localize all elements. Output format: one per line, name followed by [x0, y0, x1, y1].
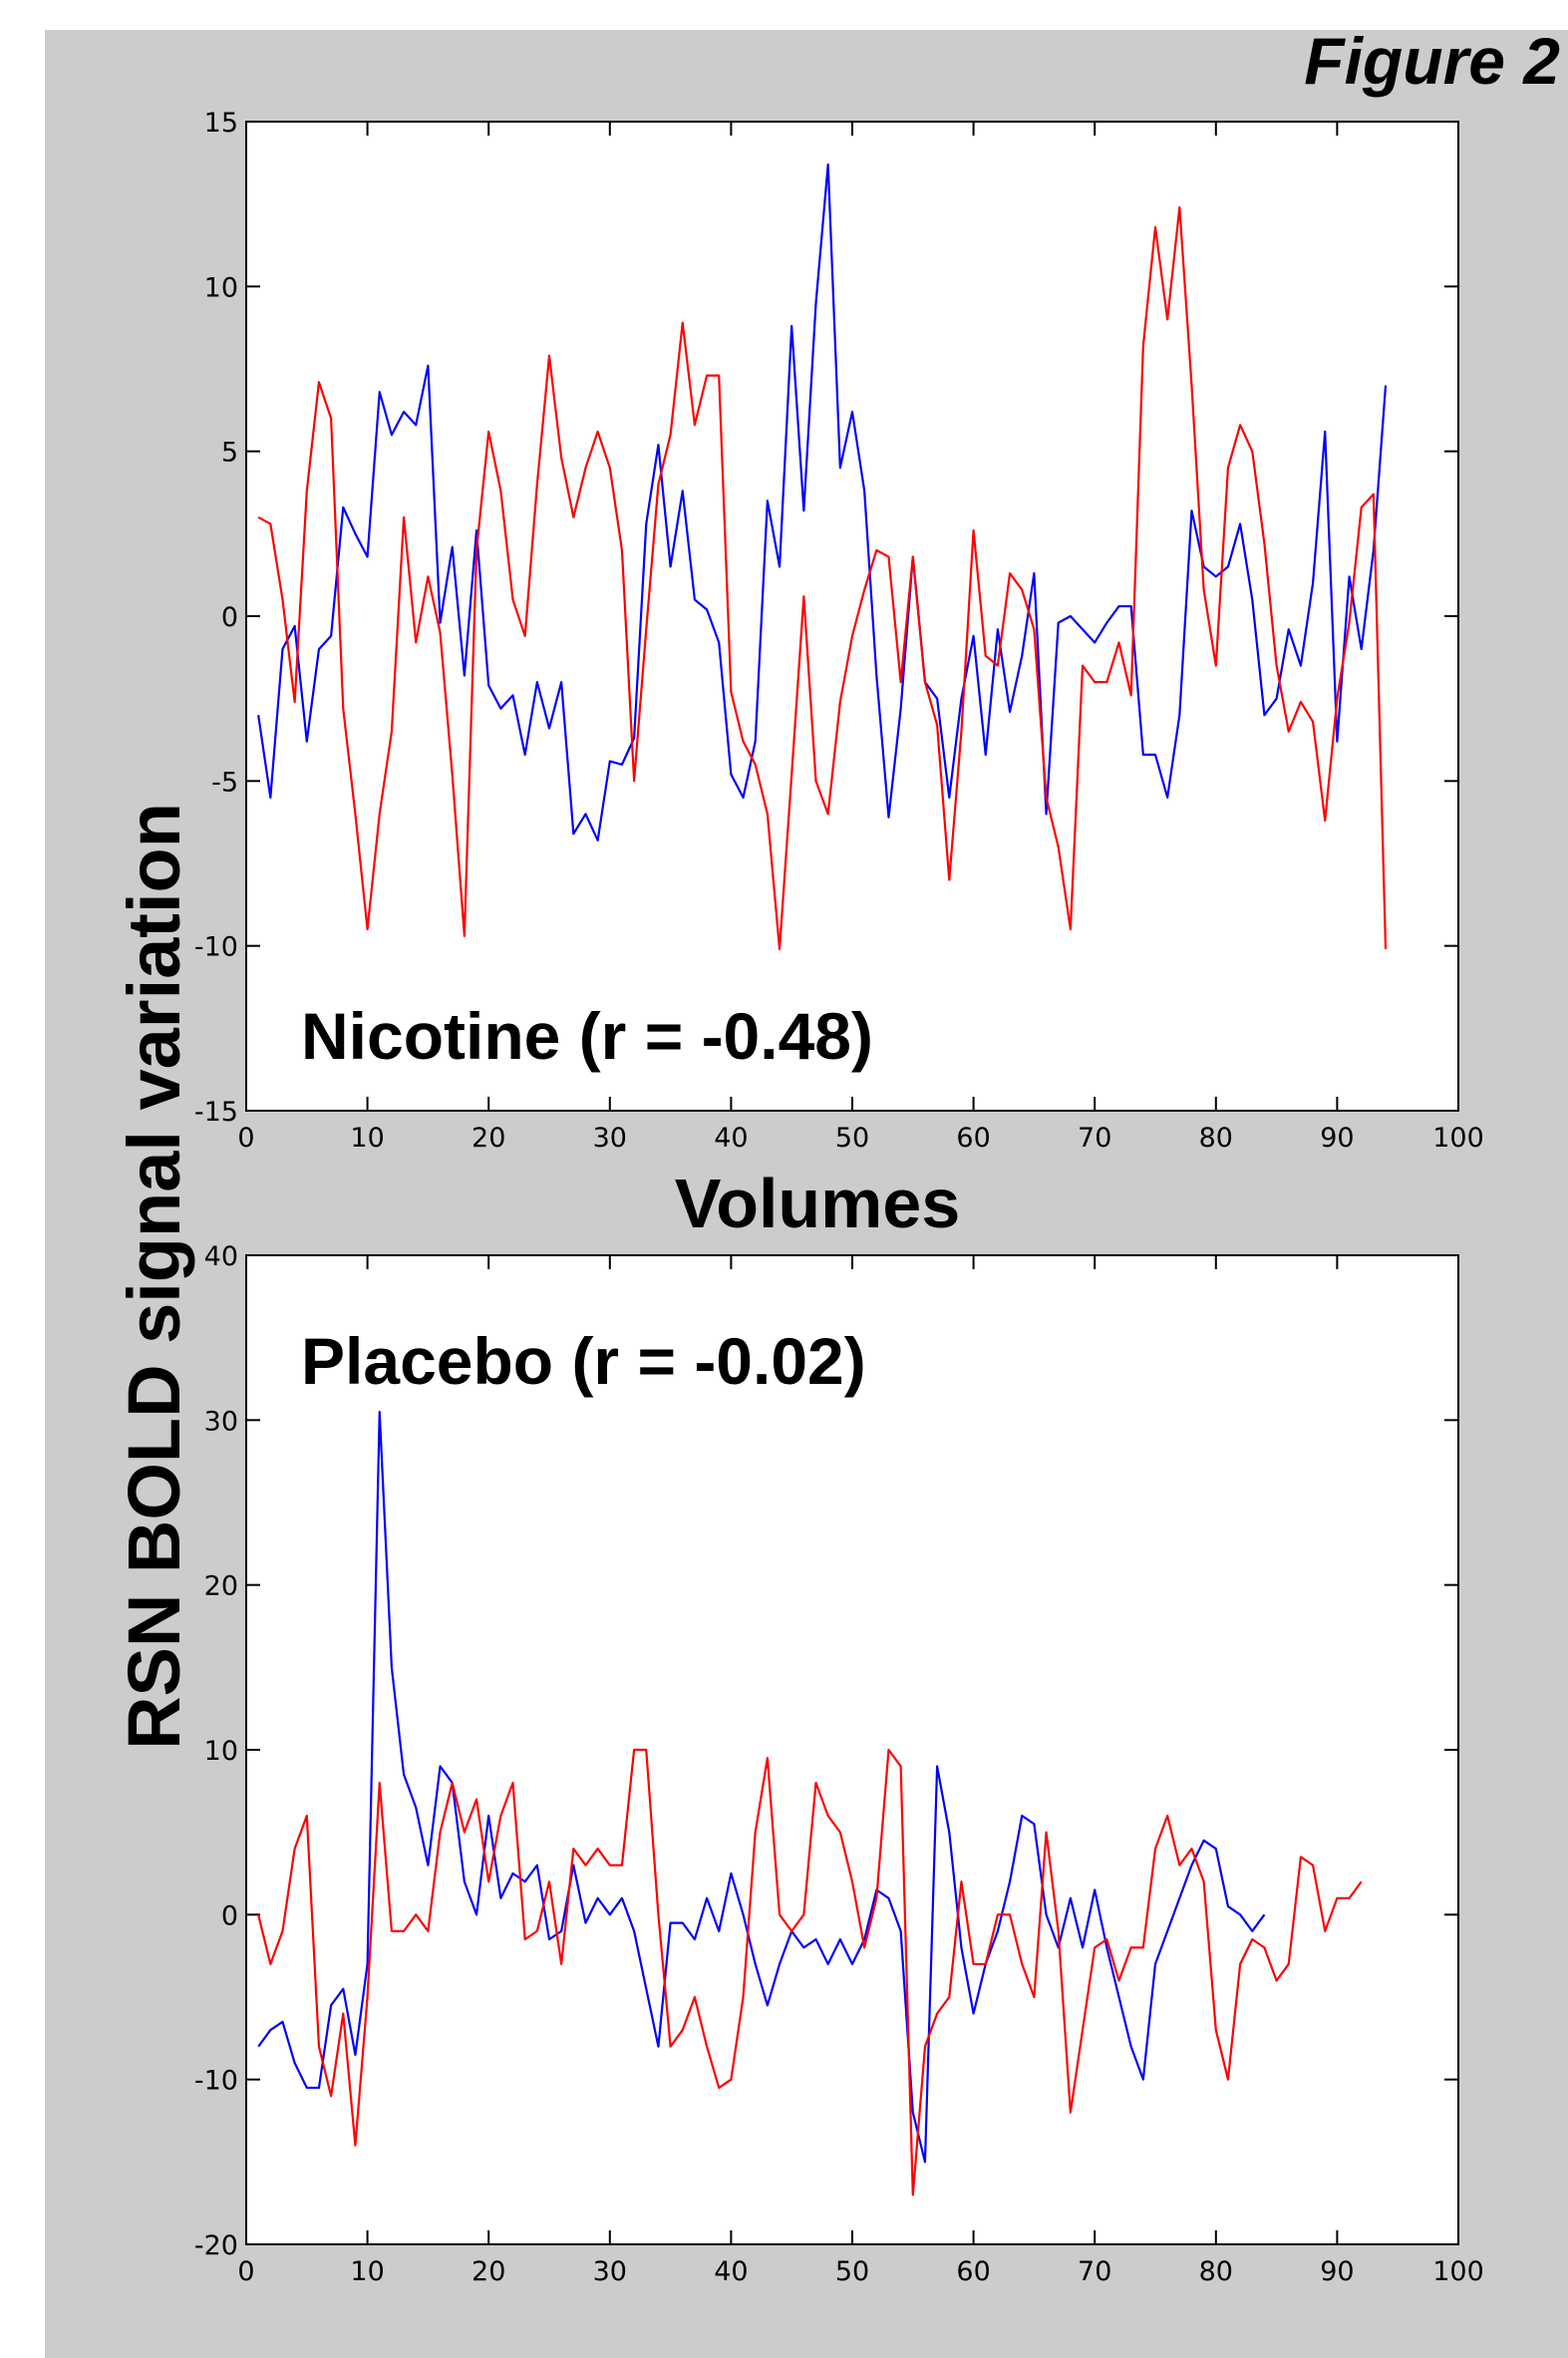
placebo-y-tick-label: 0: [221, 1900, 238, 1931]
nicotine-y-tick-label: 10: [204, 272, 238, 303]
nicotine-x-tick-label: 0: [237, 1123, 254, 1154]
nicotine-x-tick-label: 90: [1320, 1123, 1354, 1154]
placebo-x-tick-label: 10: [350, 2256, 384, 2287]
nicotine-y-tick-label: 0: [221, 602, 238, 633]
top-chart-x-axis-label: Volumes: [674, 1165, 961, 1242]
nicotine-annotation: Nicotine (r = -0.48): [301, 999, 873, 1073]
placebo-y-tick-label: 10: [204, 1736, 238, 1767]
nicotine-x-tick-label: 70: [1078, 1123, 1111, 1154]
placebo-x-tick-label: 40: [714, 2256, 748, 2287]
shared-y-axis-label: RSN BOLD signal variation: [113, 803, 195, 1750]
nicotine-x-tick-label: 20: [471, 1123, 505, 1154]
nicotine-x-tick-label: 100: [1432, 1123, 1484, 1154]
placebo-x-tick-label: 0: [237, 2256, 254, 2287]
placebo-series-line-blue: [257, 1410, 1266, 2164]
nicotine-y-tick-label: -10: [194, 932, 238, 963]
placebo-x-tick-label: 50: [835, 2256, 869, 2287]
placebo-x-tick-label: 90: [1320, 2256, 1354, 2287]
placebo-x-tick-label: 70: [1078, 2256, 1111, 2287]
nicotine-x-tick-label: 30: [593, 1123, 627, 1154]
placebo-series-line-red: [257, 1748, 1363, 2196]
nicotine-x-tick-label: 50: [835, 1123, 869, 1154]
placebo-y-tick-label: 20: [204, 1571, 238, 1602]
nicotine-x-tick-label: 40: [714, 1123, 748, 1154]
nicotine-y-tick-label: 5: [221, 438, 238, 469]
nicotine-y-tick-label: -5: [211, 767, 238, 798]
placebo-y-tick-label: -20: [194, 2230, 238, 2261]
nicotine-y-tick-label: -15: [194, 1097, 238, 1128]
placebo-annotation: Placebo (r = -0.02): [301, 1324, 866, 1398]
nicotine-x-tick-label: 10: [350, 1123, 384, 1154]
placebo-x-tick-label: 20: [471, 2256, 505, 2287]
nicotine-series-line-red: [257, 205, 1388, 951]
nicotine-series-line-blue: [257, 163, 1388, 842]
nicotine-plot-area: [245, 121, 1459, 1112]
placebo-y-tick-label: 40: [204, 1241, 238, 1272]
placebo-x-tick-label: 60: [956, 2256, 990, 2287]
placebo-x-tick-label: 30: [593, 2256, 627, 2287]
nicotine-x-tick-label: 60: [956, 1123, 990, 1154]
nicotine-x-tick-label: 80: [1199, 1123, 1233, 1154]
placebo-plot-area: [245, 1254, 1459, 2245]
placebo-x-tick-label: 100: [1432, 2256, 1484, 2287]
figure-label: Figure 2: [1304, 24, 1560, 98]
nicotine-y-tick-label: 15: [204, 108, 238, 139]
placebo-y-tick-label: -10: [194, 2066, 238, 2097]
placebo-y-tick-label: 30: [204, 1406, 238, 1437]
placebo-x-tick-label: 80: [1199, 2256, 1233, 2287]
